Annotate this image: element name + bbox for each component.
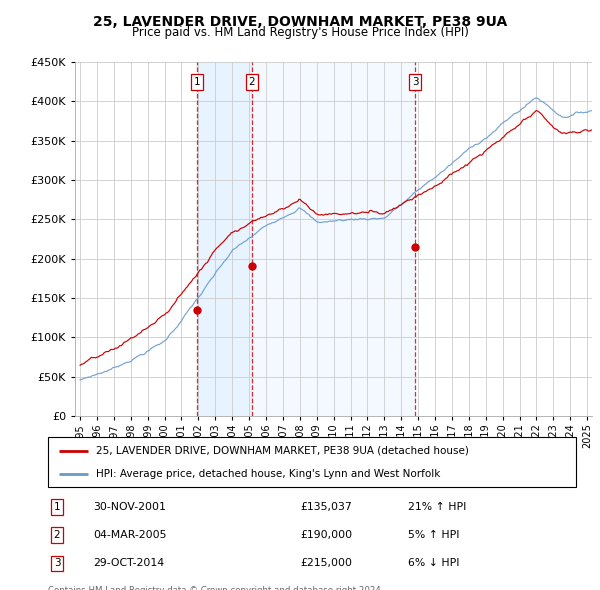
Text: 6% ↓ HPI: 6% ↓ HPI [408, 559, 460, 568]
Text: 2: 2 [248, 77, 255, 87]
Text: 29-OCT-2014: 29-OCT-2014 [93, 559, 164, 568]
Text: 1: 1 [53, 502, 61, 512]
Text: HPI: Average price, detached house, King's Lynn and West Norfolk: HPI: Average price, detached house, King… [95, 468, 440, 478]
Text: £215,000: £215,000 [300, 559, 352, 568]
Text: 25, LAVENDER DRIVE, DOWNHAM MARKET, PE38 9UA: 25, LAVENDER DRIVE, DOWNHAM MARKET, PE38… [93, 15, 507, 29]
Text: £190,000: £190,000 [300, 530, 352, 540]
Text: 1: 1 [194, 77, 200, 87]
Bar [197, 62, 252, 416]
Text: 3: 3 [53, 559, 61, 568]
Text: 3: 3 [412, 77, 419, 87]
Text: 04-MAR-2005: 04-MAR-2005 [93, 530, 167, 540]
Text: 5% ↑ HPI: 5% ↑ HPI [408, 530, 460, 540]
Bar [252, 62, 415, 416]
Text: 30-NOV-2001: 30-NOV-2001 [93, 502, 166, 512]
Text: £135,037: £135,037 [300, 502, 352, 512]
Text: Price paid vs. HM Land Registry's House Price Index (HPI): Price paid vs. HM Land Registry's House … [131, 26, 469, 39]
FancyBboxPatch shape [48, 437, 576, 487]
Text: 2: 2 [53, 530, 61, 540]
Text: 25, LAVENDER DRIVE, DOWNHAM MARKET, PE38 9UA (detached house): 25, LAVENDER DRIVE, DOWNHAM MARKET, PE38… [95, 445, 469, 455]
Text: 21% ↑ HPI: 21% ↑ HPI [408, 502, 466, 512]
Text: Contains HM Land Registry data © Crown copyright and database right 2024.
This d: Contains HM Land Registry data © Crown c… [48, 586, 383, 590]
